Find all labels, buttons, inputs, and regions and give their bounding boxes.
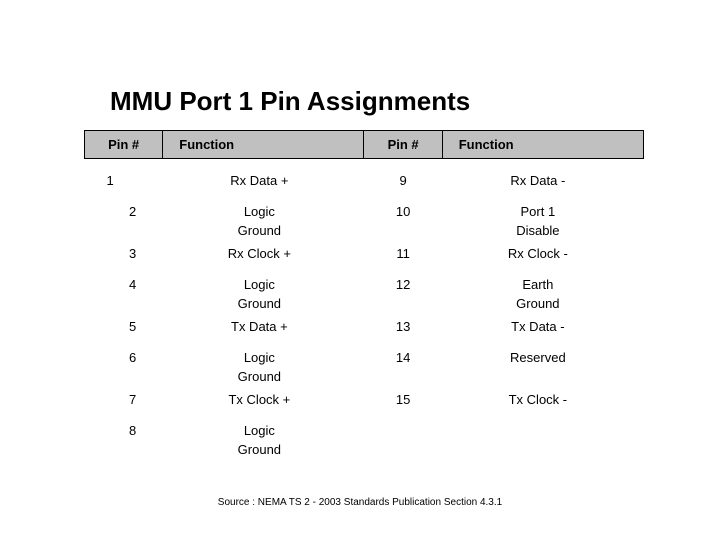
func-b: Rx Data - — [442, 171, 643, 190]
func-a: Tx Data + — [163, 317, 364, 336]
pin-table-container: Pin # Function Pin # Function 1Rx Data +… — [84, 130, 644, 463]
func-a: Logic — [163, 202, 364, 221]
func-a: Logic — [163, 275, 364, 294]
pin-b: 13 — [364, 317, 442, 336]
header-pin-a: Pin # — [85, 131, 163, 159]
func-a-l2: Ground — [163, 221, 364, 240]
table-row: 5Tx Data +13Tx Data - — [85, 317, 644, 336]
func-a: Rx Data + — [163, 171, 364, 190]
pin-a: 3 — [85, 244, 163, 263]
table-row: 3Rx Clock +11Rx Clock - — [85, 244, 644, 263]
pin-b: 15 — [364, 390, 442, 409]
pin-b — [364, 421, 442, 440]
pin-a: 8 — [85, 421, 163, 440]
header-func-b: Function — [442, 131, 643, 159]
pin-b: 11 — [364, 244, 442, 263]
func-b: Port 1 — [442, 202, 643, 221]
func-b: Earth — [442, 275, 643, 294]
table-row-line2: Ground — [85, 440, 644, 459]
func-b: Tx Clock - — [442, 390, 643, 409]
table-header-row: Pin # Function Pin # Function — [85, 131, 644, 159]
func-a-l2: Ground — [163, 440, 364, 459]
table-row: 6Logic14Reserved — [85, 348, 644, 367]
header-func-a: Function — [163, 131, 364, 159]
pin-a: 7 — [85, 390, 163, 409]
func-b-l2: Disable — [442, 221, 643, 240]
func-b-l2 — [442, 367, 643, 386]
func-a: Rx Clock + — [163, 244, 364, 263]
table-row-line2: Ground — [85, 367, 644, 386]
pin-table: Pin # Function Pin # Function 1Rx Data +… — [84, 130, 644, 463]
func-b: Rx Clock - — [442, 244, 643, 263]
pin-a: 1 — [85, 171, 163, 190]
func-a: Logic — [163, 348, 364, 367]
table-row: 8Logic — [85, 421, 644, 440]
pin-b: 10 — [364, 202, 442, 221]
table-row-line2: Ground Ground — [85, 294, 644, 313]
pin-a: 6 — [85, 348, 163, 367]
table-row: 2Logic10Port 1 — [85, 202, 644, 221]
func-a-l2: Ground — [163, 367, 364, 386]
func-b: Tx Data - — [442, 317, 643, 336]
pin-b: 9 — [364, 171, 442, 190]
func-b-l2: Ground — [442, 294, 643, 313]
func-a-l2: Ground — [163, 294, 364, 313]
table-row: 4Logic12Earth — [85, 275, 644, 294]
table-row-line2: Ground Disable — [85, 221, 644, 240]
table-row: 1Rx Data +9Rx Data - — [85, 171, 644, 190]
pin-a: 4 — [85, 275, 163, 294]
pin-b: 12 — [364, 275, 442, 294]
func-a: Logic — [163, 421, 364, 440]
func-b-l2 — [442, 440, 643, 459]
func-a: Tx Clock + — [163, 390, 364, 409]
source-caption: Source : NEMA TS 2 - 2003 Standards Publ… — [0, 497, 720, 508]
page-title: MMU Port 1 Pin Assignments — [110, 86, 470, 117]
pin-a: 5 — [85, 317, 163, 336]
header-pin-b: Pin # — [364, 131, 442, 159]
pin-a: 2 — [85, 202, 163, 221]
func-b: Reserved — [442, 348, 643, 367]
table-row: 7Tx Clock +15Tx Clock - — [85, 390, 644, 409]
pin-b: 14 — [364, 348, 442, 367]
func-b — [442, 421, 643, 440]
